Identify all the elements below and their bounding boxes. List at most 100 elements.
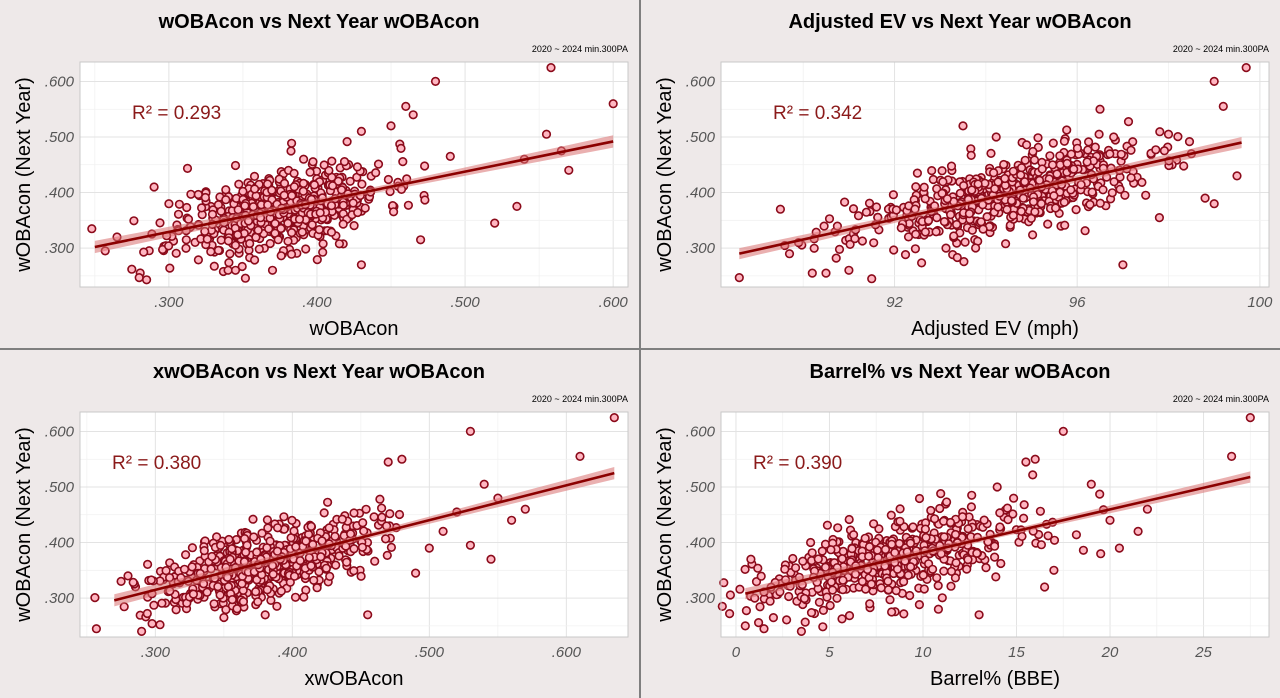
data-point [734,273,744,283]
data-point [286,146,296,156]
x-tick-label: .500 [415,644,445,661]
data-point [223,236,233,246]
data-point [967,185,977,195]
data-point [279,178,290,188]
data-point [872,545,882,555]
data-point [209,261,219,271]
data-point [225,249,235,259]
data-point [465,540,476,550]
data-point [233,230,243,240]
data-point [356,571,366,581]
data-point [952,219,962,230]
data-point [230,160,241,171]
data-point [1105,149,1115,159]
data-point [221,605,231,615]
y-tick-label: .600 [45,423,75,440]
data-point [257,528,267,538]
data-point [1114,543,1125,553]
data-point [1128,137,1138,147]
data-point [394,509,405,520]
y-axis-title: wOBAcon (Next Year) [654,427,676,623]
data-point [430,76,441,86]
data-point [287,191,297,201]
data-point [213,582,223,592]
data-point [1003,515,1013,525]
data-point [1066,149,1076,159]
data-point [838,575,848,585]
data-point [512,201,522,211]
data-point [938,177,948,187]
data-point [324,523,334,533]
data-point [1105,515,1115,525]
data-point [398,157,408,167]
data-point [1028,146,1038,157]
y-tick-label: .500 [686,479,716,496]
data-point [1016,206,1026,216]
data-point [353,207,363,218]
data-point [935,503,945,514]
data-point [224,534,234,545]
data-point [445,151,455,161]
data-point [798,556,808,566]
data-point [1049,565,1059,575]
data-point [1037,164,1047,174]
data-point [895,516,905,526]
x-tick-label: .400 [278,644,308,661]
data-point [420,161,430,171]
data-point [268,569,278,579]
data-point [932,573,942,583]
data-point [1049,191,1059,201]
y-tick-label: .500 [45,129,75,146]
data-point [116,576,126,586]
data-point [564,165,574,175]
data-point [250,184,260,194]
data-point [227,544,237,554]
data-point [1084,137,1094,147]
data-point [1095,104,1105,114]
data-point [338,200,349,210]
chart-panel-3: xwOBAcon vs Next Year wOBAcon 2020 ~ 2024… [0,350,639,698]
data-point [251,587,261,597]
data-point [129,216,139,226]
data-point [479,479,489,489]
data-point [1173,132,1183,142]
data-point [161,566,171,576]
y-tick-label: .500 [686,129,716,146]
data-point [295,556,305,566]
data-point [1123,116,1134,127]
data-point [1094,129,1104,139]
data-point [181,235,191,245]
data-point [741,606,751,616]
data-point [946,161,957,171]
chart-title: Adjusted EV vs Next Year wOBAcon [788,11,1131,33]
data-point [361,504,371,514]
x-tick-label: 100 [1247,294,1273,311]
data-point [346,529,356,539]
data-point [759,624,769,634]
data-point [946,210,956,220]
data-point [360,203,370,213]
data-point [837,614,847,624]
data-point [844,611,855,621]
data-point [1008,166,1018,176]
data-point [1155,127,1165,137]
data-point [1033,133,1043,143]
data-point [999,159,1009,170]
data-point [289,182,299,192]
data-point [1086,479,1096,489]
data-point [1080,226,1090,236]
data-point [200,192,210,203]
data-point [950,529,961,540]
data-point [339,157,350,167]
data-point [342,137,352,147]
data-point [165,263,175,273]
data-point [1071,205,1081,215]
data-point [930,514,940,524]
data-point [408,110,418,120]
x-tick-label: .500 [450,294,480,311]
data-point [155,218,165,228]
data-point [1043,531,1053,541]
data-point [301,536,311,546]
data-point [724,609,735,619]
data-point [273,235,283,245]
